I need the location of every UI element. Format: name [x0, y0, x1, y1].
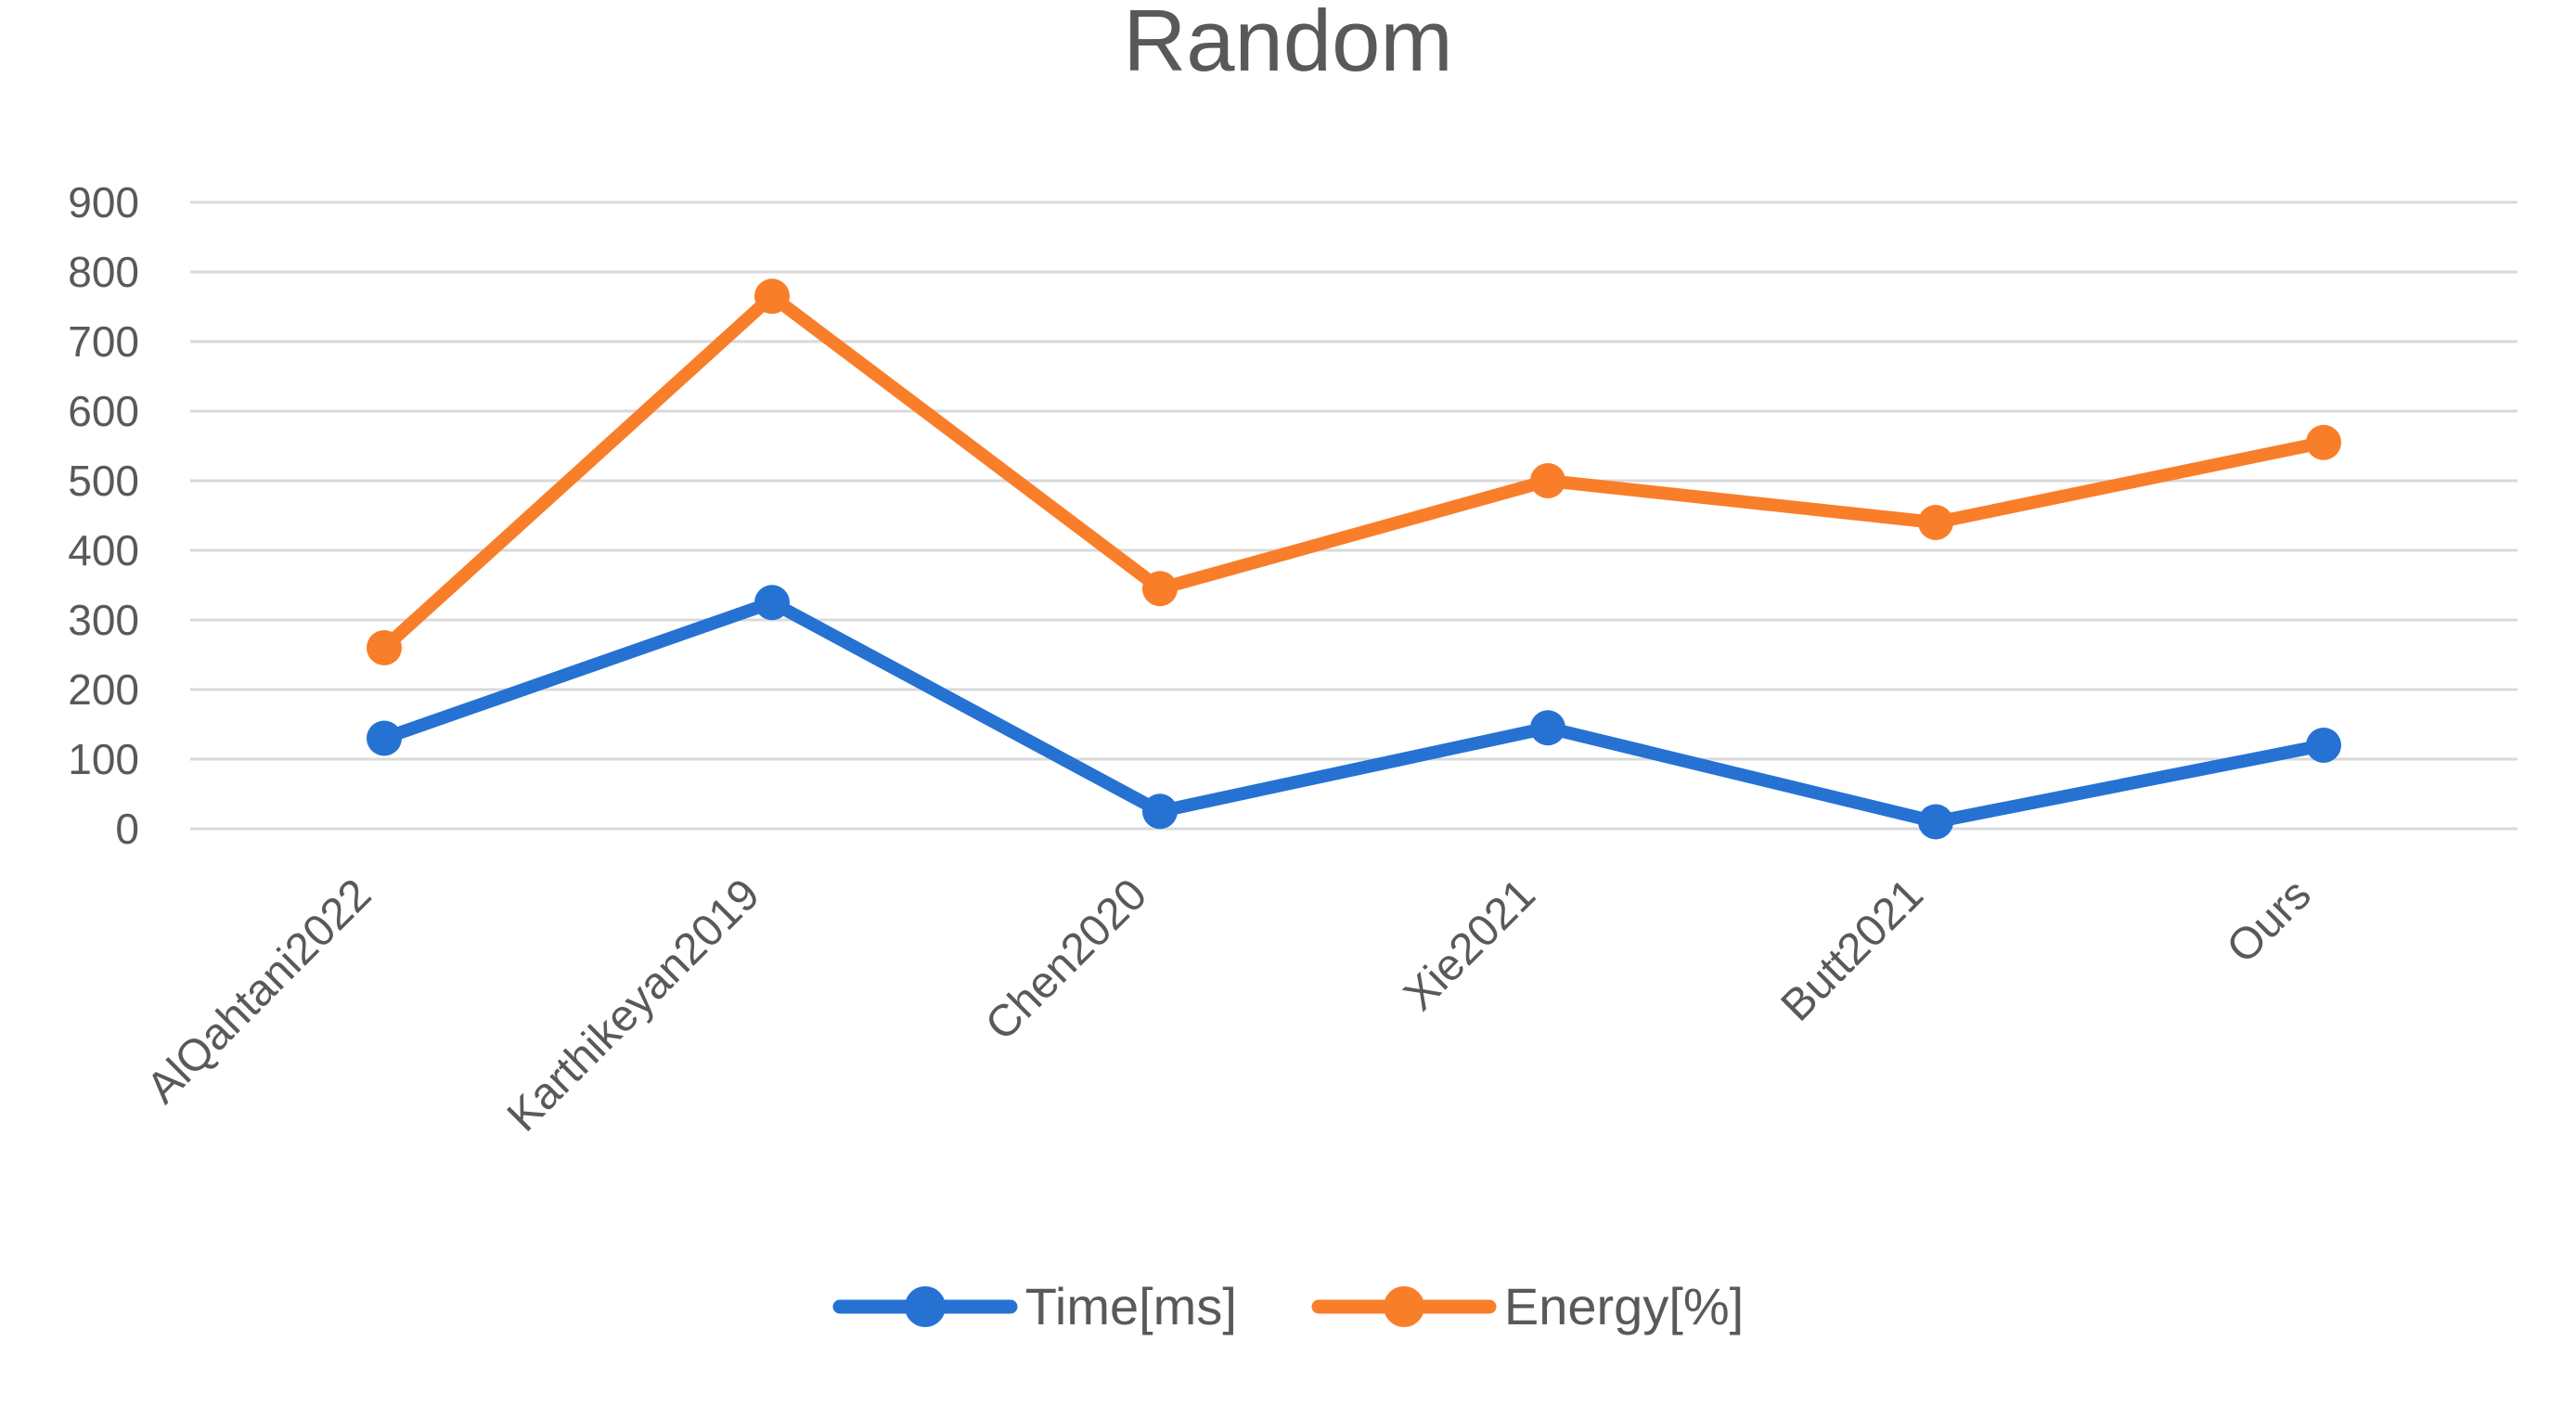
- y-axis-tick-label: 400: [68, 526, 139, 574]
- data-point-marker: [1918, 505, 1953, 540]
- legend-label: Energy[%]: [1503, 1277, 1745, 1335]
- data-point-marker: [1142, 571, 1178, 607]
- data-point-marker: [2306, 424, 2341, 460]
- chart-title: Random: [1123, 0, 1453, 89]
- data-point-marker: [367, 720, 402, 756]
- series-line-Energy[%]: [378, 290, 2330, 654]
- legend-marker-icon: [1311, 1285, 1497, 1327]
- y-axis-tick-label: 0: [115, 805, 139, 853]
- y-axis-tick-label: 600: [68, 387, 139, 435]
- y-axis-tick-label: 100: [68, 735, 139, 783]
- y-axis-tick-label: 500: [68, 457, 139, 505]
- y-axis-tick-label: 800: [68, 248, 139, 296]
- y-axis-tick-label: 300: [68, 596, 139, 644]
- y-axis-tick-label: 700: [68, 317, 139, 366]
- legend-item: Energy[%]: [1311, 1276, 1744, 1336]
- series-line-Time[ms]: [378, 596, 2330, 829]
- legend: Time[ms] Energy[%]: [0, 1276, 2576, 1336]
- data-point-marker: [754, 585, 790, 621]
- data-point-marker: [754, 278, 790, 315]
- data-point-marker: [1530, 463, 1565, 498]
- legend-item: Time[ms]: [832, 1276, 1237, 1336]
- data-point-marker: [2306, 728, 2341, 763]
- y-axis-tick-label: 900: [68, 178, 139, 226]
- y-axis-tick-label: 200: [68, 665, 139, 714]
- legend-label: Time[ms]: [1024, 1277, 1237, 1335]
- data-point-marker: [1142, 793, 1178, 830]
- data-point-marker: [1918, 804, 1953, 840]
- data-point-marker: [367, 630, 402, 665]
- data-point-marker: [1530, 710, 1565, 746]
- legend-marker-icon: [832, 1285, 1018, 1327]
